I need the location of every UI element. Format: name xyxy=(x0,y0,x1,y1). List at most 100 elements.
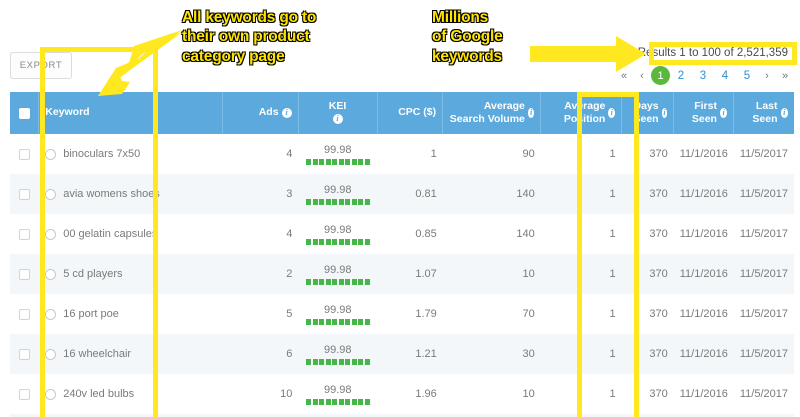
cell-first-seen: 11/1/2016 xyxy=(679,148,728,160)
kei-bar-segment xyxy=(358,359,364,366)
keyword-text[interactable]: 5 cd players xyxy=(63,268,123,280)
row-select-cell[interactable] xyxy=(10,294,39,334)
cell-last-seen: 11/5/2017 xyxy=(739,388,788,400)
pagination-page-3[interactable]: 3 xyxy=(699,69,707,82)
kei-bar-segment xyxy=(345,359,351,366)
column-header-cpc[interactable]: CPC ($) xyxy=(378,92,444,134)
keyword-text[interactable]: binoculars 7x50 xyxy=(63,148,141,160)
table-header-row: Keyword Ads i KEI i CPC ($) Average Searc… xyxy=(10,92,794,134)
column-header-average-position[interactable]: Average Position i xyxy=(541,92,623,134)
row-checkbox[interactable] xyxy=(19,188,31,200)
kei-bar-segment xyxy=(358,239,364,246)
table-row[interactable]: amazon gas grills399.981.03390137011/1/2… xyxy=(10,414,794,417)
info-icon[interactable]: i xyxy=(332,114,343,125)
export-button[interactable]: EXPORT xyxy=(10,52,72,79)
keyword-text[interactable]: 240v led bulbs xyxy=(63,388,135,400)
row-select-cell[interactable] xyxy=(10,174,39,214)
cell-first-seen: 11/1/2016 xyxy=(679,228,728,240)
column-header-ads[interactable]: Ads i xyxy=(223,92,299,134)
cell-search-volume: 10 xyxy=(522,268,535,280)
kei-bar-segment xyxy=(306,199,312,206)
cell-keyword[interactable]: 16 wheelchair xyxy=(39,334,223,374)
kei-bar-segment xyxy=(364,159,370,166)
kei-bar-segment xyxy=(364,359,370,366)
select-all-header[interactable] xyxy=(10,92,40,134)
row-checkbox[interactable] xyxy=(19,148,31,160)
cell-last-seen: 11/5/2017 xyxy=(739,268,788,280)
select-all-checkbox[interactable] xyxy=(18,107,30,119)
pagination-page-1[interactable]: 1 xyxy=(651,66,670,85)
column-header-days-seen[interactable]: Days Seen i xyxy=(622,92,675,134)
kei-bar-segment xyxy=(338,359,344,366)
table-row[interactable]: binoculars 7x50 4 99.98 1 90 1 370 11/1/2016 11/… xyxy=(10,134,794,174)
column-header-last-seen[interactable]: Last Seen i xyxy=(734,92,794,134)
row-select-cell[interactable] xyxy=(10,374,39,414)
table-row[interactable]: 16 wheelchair 6 99.98 1.21 30 1 370 11/1/2016 11… xyxy=(10,334,794,374)
keyword-bullet-icon xyxy=(45,388,57,400)
kei-bar-segment xyxy=(351,159,357,166)
cell-keyword[interactable]: avia womens shoes xyxy=(39,174,223,214)
cell-keyword[interactable]: binoculars 7x50 xyxy=(39,134,223,174)
info-icon[interactable]: i xyxy=(661,108,668,118)
kei-bar-segment xyxy=(319,279,325,286)
table-row[interactable]: 5 cd players 2 99.98 1.07 10 1 370 11/1/2016 11/… xyxy=(10,254,794,294)
row-select-cell[interactable] xyxy=(10,214,39,254)
column-header-last-seen-label: Last Seen xyxy=(752,99,778,125)
info-icon[interactable]: i xyxy=(527,108,535,118)
info-icon[interactable]: i xyxy=(780,108,789,118)
kei-bar-segment xyxy=(364,239,370,246)
kei-bar xyxy=(306,319,370,326)
table-body: binoculars 7x50 4 99.98 1 90 1 370 11/1/2016 11/… xyxy=(10,134,794,417)
kei-bar-segment xyxy=(364,279,370,286)
keyword-text[interactable]: 16 wheelchair xyxy=(63,348,132,360)
keyword-text[interactable]: 00 gelatin capsules xyxy=(63,228,158,240)
row-select-cell[interactable] xyxy=(10,334,39,374)
row-checkbox[interactable] xyxy=(19,228,31,240)
cell-average-position: 1 xyxy=(609,308,616,320)
table-row[interactable]: 240v led bulbs 10 99.98 1.96 10 1 370 11/1/2016… xyxy=(10,374,794,414)
keyword-text[interactable]: avia womens shoes xyxy=(63,188,160,200)
row-select-cell[interactable] xyxy=(10,254,39,294)
pagination-first-button[interactable]: « xyxy=(620,69,628,82)
table-row[interactable]: 16 port poe 5 99.98 1.79 70 1 370 11/1/2016 11/5… xyxy=(10,294,794,334)
pagination-page-5[interactable]: 5 xyxy=(743,69,751,82)
keyword-text[interactable]: 16 port poe xyxy=(63,308,119,320)
kei-bar-segment xyxy=(332,279,338,286)
cell-kei: 99.98 xyxy=(298,214,377,254)
keyword-bullet-icon xyxy=(45,148,57,160)
pagination-last-button[interactable]: » xyxy=(781,69,789,82)
kei-bar xyxy=(306,199,370,206)
info-icon[interactable]: i xyxy=(281,108,292,118)
row-checkbox[interactable] xyxy=(19,308,31,320)
cell-keyword[interactable]: 00 gelatin capsules xyxy=(39,214,223,254)
column-header-search-volume[interactable]: Average Search Volume i xyxy=(443,92,542,134)
kei-bar-segment xyxy=(358,399,364,406)
pagination-next-button[interactable]: › xyxy=(765,69,769,82)
table-row[interactable]: 00 gelatin capsules 4 99.98 0.85 140 1 370 11/1… xyxy=(10,214,794,254)
cell-keyword[interactable]: 5 cd players xyxy=(39,254,223,294)
cell-kei: 99.98 xyxy=(298,334,377,374)
kei-bar-segment xyxy=(312,359,318,366)
cell-ads: 6 xyxy=(286,348,293,360)
kei-value: 99.98 xyxy=(324,143,352,156)
column-header-kei[interactable]: KEI i xyxy=(299,92,378,134)
pagination-page-4[interactable]: 4 xyxy=(721,69,729,82)
column-header-first-seen[interactable]: First Seen i xyxy=(674,92,735,134)
cell-keyword[interactable]: 240v led bulbs xyxy=(39,374,223,414)
kei-indicator: 99.98 xyxy=(304,383,371,406)
annotation-arrow-left xyxy=(98,30,184,96)
row-checkbox[interactable] xyxy=(19,268,31,280)
cell-keyword[interactable]: 16 port poe xyxy=(39,294,223,334)
row-select-cell[interactable] xyxy=(10,134,39,174)
info-icon[interactable]: i xyxy=(608,108,616,118)
table-row[interactable]: avia womens shoes 3 99.98 0.81 140 1 370 11/1/2… xyxy=(10,174,794,214)
pagination-controls[interactable]: « ‹ 1 2 3 4 5 › » xyxy=(615,66,794,85)
pagination-page-2[interactable]: 2 xyxy=(677,69,685,82)
column-header-keyword[interactable]: Keyword xyxy=(39,92,224,134)
kei-indicator: 99.98 xyxy=(304,263,371,286)
info-icon[interactable]: i xyxy=(719,108,728,118)
cell-days-seen: 370 xyxy=(649,188,668,200)
row-checkbox[interactable] xyxy=(19,348,31,360)
row-checkbox[interactable] xyxy=(19,388,31,400)
pagination-prev-button[interactable]: ‹ xyxy=(640,69,644,82)
